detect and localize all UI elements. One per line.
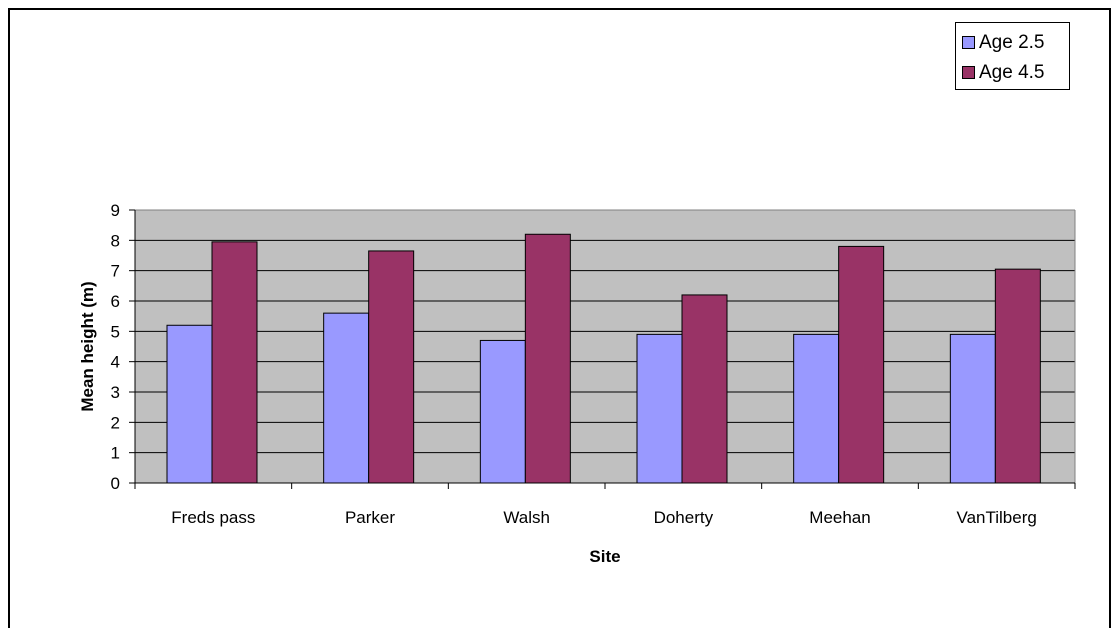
bar-age-4-5-vantilberg (994, 268, 1041, 484)
legend-swatch-age-4-5 (962, 65, 975, 79)
bar-age-4-5-walsh (524, 233, 571, 484)
legend-swatch-age-2-5 (962, 35, 975, 49)
x-tick-label: Meehan (809, 508, 870, 527)
y-tick-labels: 0 1 2 3 4 5 6 7 8 9 (111, 201, 120, 493)
y-tick-label: 4 (111, 353, 120, 372)
y-tick-label: 2 (111, 413, 120, 432)
legend-label-age-4-5: Age 4.5 (979, 61, 1045, 83)
legend-item-age-2-5: Age 2.5 (962, 29, 1045, 55)
bar-age-4-5-freds-pass (211, 241, 258, 484)
x-tick-label: Freds pass (171, 508, 255, 527)
axes (129, 209, 1076, 489)
x-tick-labels: Freds pass Parker Walsh Doherty Meehan VanTil… (171, 508, 1037, 527)
y-tick-label: 6 (111, 292, 120, 311)
y-tick-label: 3 (111, 383, 120, 402)
legend-label-age-2-5: Age 2.5 (979, 31, 1045, 53)
y-axis-title: Mean height (m) (78, 281, 97, 411)
bar-age-2-5-parker (323, 312, 370, 484)
y-tick-label: 0 (111, 474, 120, 493)
legend-item-age-4-5: Age 4.5 (962, 59, 1045, 85)
y-tick-label: 5 (111, 322, 120, 341)
y-tick-label: 7 (111, 262, 120, 281)
legend: Age 2.5 Age 4.5 (955, 22, 1070, 90)
x-axis-title: Site (589, 547, 620, 566)
x-tick-label: Parker (345, 508, 395, 527)
bar-age-2-5-freds-pass (166, 324, 213, 484)
x-tick-label: Doherty (654, 508, 714, 527)
x-tick-label: VanTilberg (957, 508, 1037, 527)
y-tick-label: 9 (111, 201, 120, 220)
plot-area (135, 210, 1075, 483)
bar-age-4-5-meehan (838, 245, 885, 484)
y-tick-label: 1 (111, 444, 120, 463)
y-tick-label: 8 (111, 231, 120, 250)
chart-frame (8, 8, 1111, 628)
bar-age-4-5-doherty (681, 294, 728, 484)
x-tick-label: Walsh (503, 508, 550, 527)
bar-age-2-5-doherty (636, 333, 683, 484)
bar-age-2-5-vantilberg (949, 333, 996, 484)
bar-age-2-5-meehan (793, 333, 840, 484)
bar-age-4-5-parker (368, 250, 415, 484)
bar-age-2-5-walsh (479, 339, 526, 484)
